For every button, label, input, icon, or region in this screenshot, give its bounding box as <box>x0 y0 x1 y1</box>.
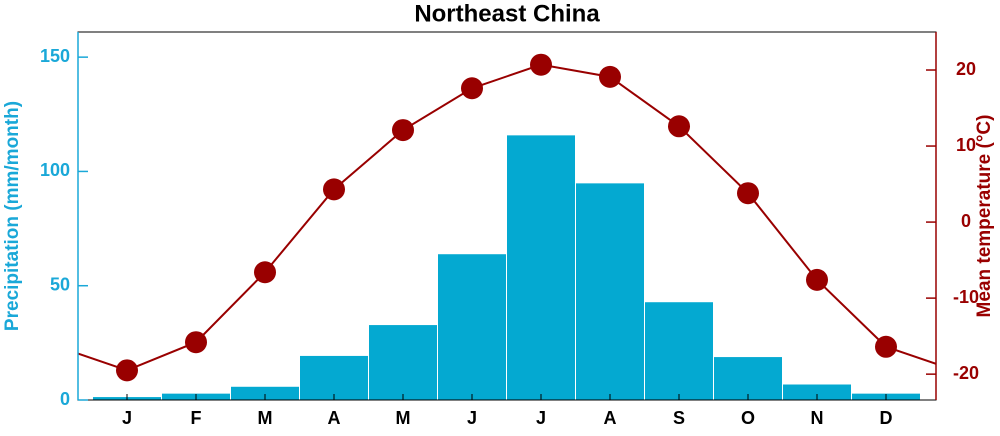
line-wrap <box>885 345 936 365</box>
y-tick-label: 0 <box>60 389 70 409</box>
y-axis-label: Precipitation (mm/month) <box>2 101 23 331</box>
x-tick-label: A <box>328 408 341 428</box>
temperature-marker <box>116 359 138 382</box>
temperature-line <box>126 63 887 372</box>
y2-tick-label: 20 <box>956 59 976 79</box>
x-tick-label: J <box>122 408 132 428</box>
temperature-marker <box>599 65 621 88</box>
y-tick-label: 150 <box>40 46 70 66</box>
x-tick-label: J <box>536 408 546 428</box>
temperature-marker <box>530 53 552 76</box>
x-tick-label: J <box>467 408 477 428</box>
x-tick-label: F <box>191 408 202 428</box>
x-tick-label: M <box>258 408 273 428</box>
x-tick-label: N <box>811 408 824 428</box>
x-tick-label: A <box>604 408 617 428</box>
temperature-marker <box>668 115 690 138</box>
bar <box>575 182 645 400</box>
temperature-marker <box>875 335 897 358</box>
bar <box>368 324 438 400</box>
line-wrap <box>78 352 128 372</box>
y2-tick-label: 0 <box>961 211 971 231</box>
y2-tick-label: -20 <box>953 363 979 383</box>
temperature-marker <box>461 77 483 100</box>
x-tick-label: M <box>396 408 411 428</box>
bar <box>506 134 576 400</box>
bar <box>299 354 369 400</box>
temperature-marker <box>323 178 345 201</box>
x-tick-label: O <box>741 408 755 428</box>
bar <box>782 383 852 400</box>
y2-tick-label: 10 <box>956 135 976 155</box>
temperature-marker <box>185 331 207 354</box>
x-tick-label: D <box>880 408 893 428</box>
temperature-marker <box>737 182 759 205</box>
bar <box>644 301 714 400</box>
temperature-marker <box>806 268 828 291</box>
temperature-marker <box>392 119 414 142</box>
chart-title: Northeast China <box>414 0 600 27</box>
x-tick-label: S <box>673 408 685 428</box>
bar <box>713 356 783 400</box>
y-tick-label: 50 <box>50 274 70 294</box>
temperature-marker <box>254 261 276 284</box>
y2-axis-label: Mean temperature (°C) <box>974 115 995 318</box>
plot-area <box>78 53 936 400</box>
y2-tick-label: -10 <box>953 287 979 307</box>
bar <box>437 253 507 400</box>
y-tick-label: 100 <box>40 160 70 180</box>
